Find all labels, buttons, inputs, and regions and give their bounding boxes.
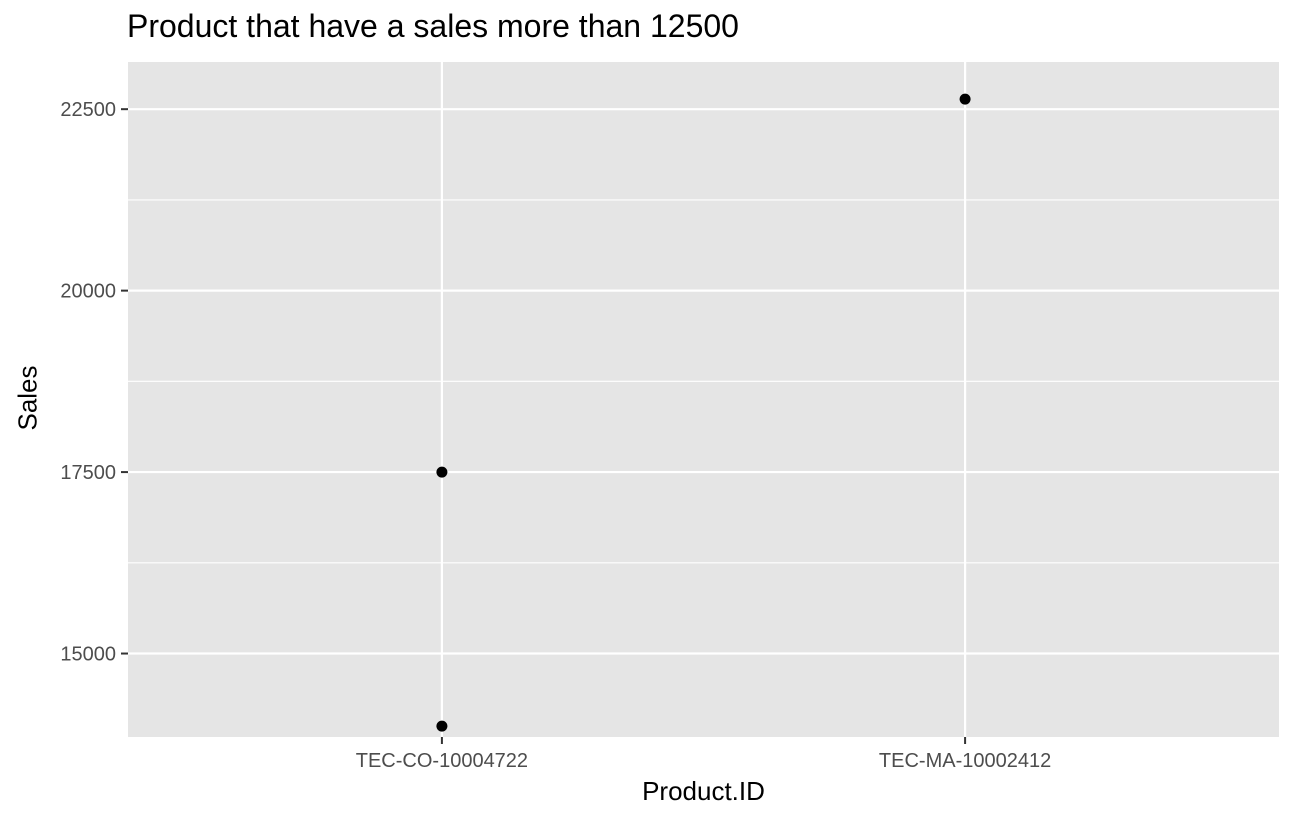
x-axis: TEC-CO-10004722 TEC-MA-10002412 <box>356 737 1051 772</box>
y-tick-label: 22500 <box>60 99 116 121</box>
data-point <box>436 466 448 478</box>
x-tick-label: TEC-MA-10002412 <box>879 750 1051 772</box>
minor-gridlines <box>128 199 1279 564</box>
y-tick-label: 15000 <box>60 644 116 666</box>
data-points <box>436 93 971 732</box>
y-tick-label: 17500 <box>60 462 116 484</box>
x-tick-label: TEC-CO-10004722 <box>356 750 528 772</box>
data-point <box>436 720 448 732</box>
data-point <box>959 93 971 105</box>
chart-title: Product that have a sales more than 1250… <box>127 8 739 44</box>
y-tick-label: 20000 <box>60 281 116 303</box>
major-gridlines <box>128 62 1279 737</box>
x-axis-label: Product.ID <box>642 776 765 806</box>
plot-panel-background <box>128 62 1279 737</box>
y-axis: 15000 17500 20000 22500 <box>60 99 128 666</box>
